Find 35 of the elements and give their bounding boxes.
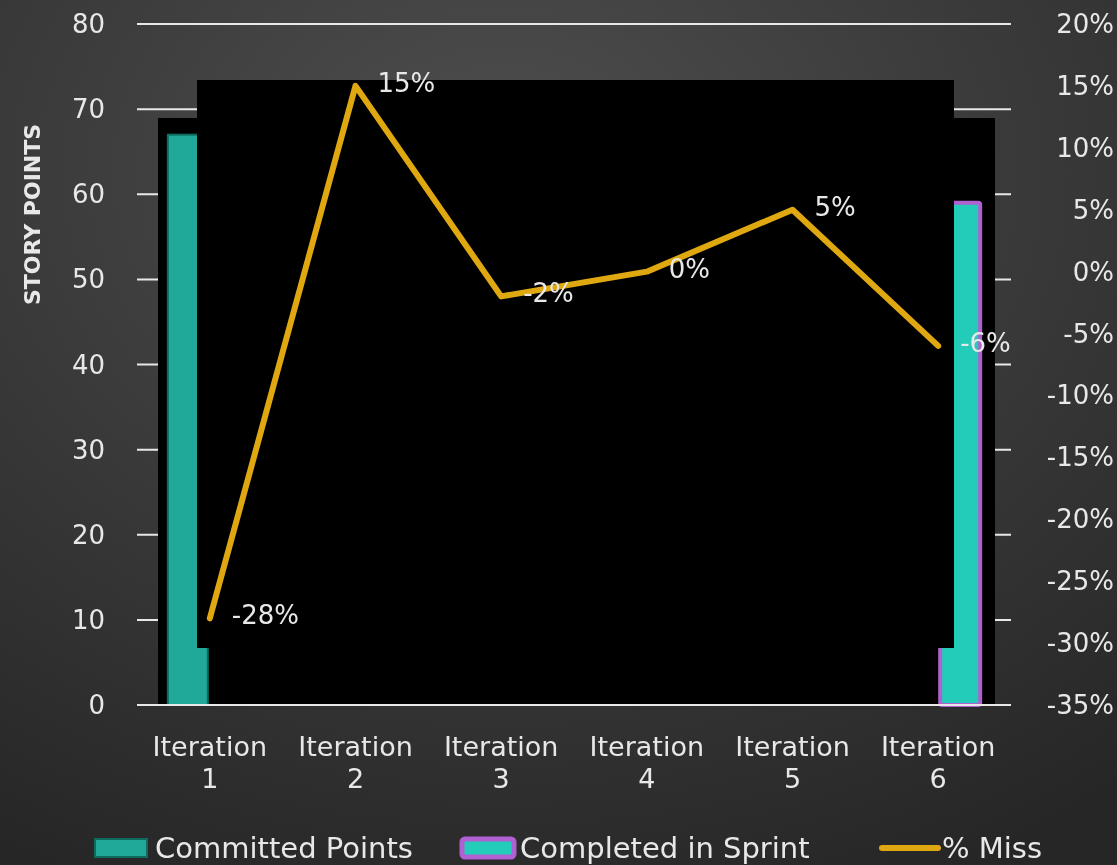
y-tick-label: 30: [71, 434, 105, 465]
y-tick-label: 20: [71, 519, 105, 550]
y2-tick-label: -20%: [1046, 504, 1114, 535]
y2-tick-label: 10%: [1056, 132, 1114, 163]
x-tick-label: Iteration 3: [443, 731, 559, 794]
y-tick-label: 0: [88, 690, 105, 720]
data-label: 0%: [668, 253, 711, 284]
data-label: -28%: [231, 600, 300, 631]
y2-tick-label: -25%: [1046, 566, 1114, 597]
data-label: 15%: [377, 67, 436, 98]
y2-tick-label: 0%: [1072, 256, 1114, 287]
y2-tick-label: -30%: [1046, 628, 1114, 659]
legend-label: Committed Points: [155, 831, 413, 865]
x-tick-label: Iteration 6: [880, 731, 996, 794]
y2-tick-label: 5%: [1072, 194, 1114, 225]
y-tick-label: 60: [71, 179, 105, 210]
y2-tick-label: -10%: [1046, 380, 1114, 411]
x-tick-label: Iteration 5: [735, 731, 850, 794]
legend-label: Completed in Sprint: [520, 831, 810, 865]
y-tick-label: 80: [71, 9, 105, 39]
y-tick-label: 70: [71, 94, 105, 125]
legend-label: % Miss: [942, 831, 1043, 865]
y2-tick-label: -35%: [1046, 690, 1114, 720]
x-tick-label: Iteration 1: [152, 731, 268, 794]
y-tick-label: 50: [71, 264, 105, 295]
data-label: 5%: [814, 191, 856, 222]
y2-tick-label: -15%: [1046, 442, 1114, 473]
y2-tick-label: -5%: [1063, 318, 1114, 349]
y-tick-label: 40: [71, 349, 105, 380]
y2-tick-label: 20%: [1056, 9, 1114, 39]
x-tick-label: Iteration 4: [589, 731, 705, 794]
x-tick-label: Iteration 2: [298, 731, 413, 794]
y2-tick-label: 15%: [1056, 70, 1114, 101]
y-tick-label: 10: [71, 604, 105, 635]
y-axis-title: STORY POINTS: [20, 123, 45, 306]
